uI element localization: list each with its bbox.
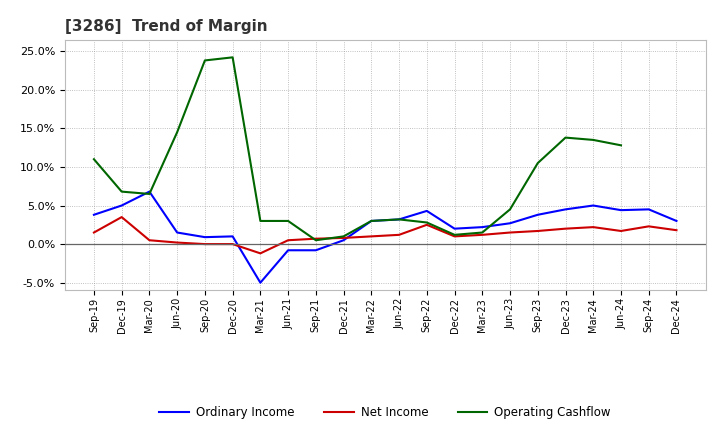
Ordinary Income (228, 234, 237, 239)
Operating Cashflow (117, 189, 126, 194)
Ordinary Income (145, 189, 154, 194)
Net Income (339, 235, 348, 241)
Net Income (616, 228, 625, 234)
Operating Cashflow (256, 218, 265, 224)
Operating Cashflow (505, 207, 514, 212)
Operating Cashflow (228, 55, 237, 60)
Ordinary Income (395, 217, 403, 222)
Net Income (367, 234, 376, 239)
Line: Ordinary Income: Ordinary Income (94, 192, 677, 282)
Ordinary Income (173, 230, 181, 235)
Ordinary Income (89, 212, 98, 217)
Net Income (505, 230, 514, 235)
Ordinary Income (672, 218, 681, 224)
Operating Cashflow (478, 230, 487, 235)
Ordinary Income (284, 248, 292, 253)
Ordinary Income (478, 224, 487, 230)
Ordinary Income (561, 207, 570, 212)
Operating Cashflow (312, 238, 320, 243)
Net Income (561, 226, 570, 231)
Ordinary Income (367, 218, 376, 224)
Net Income (228, 242, 237, 247)
Ordinary Income (423, 208, 431, 213)
Net Income (173, 240, 181, 245)
Net Income (201, 242, 210, 247)
Operating Cashflow (89, 157, 98, 162)
Operating Cashflow (395, 217, 403, 222)
Operating Cashflow (173, 129, 181, 135)
Ordinary Income (505, 220, 514, 226)
Ordinary Income (616, 208, 625, 213)
Operating Cashflow (339, 234, 348, 239)
Legend: Ordinary Income, Net Income, Operating Cashflow: Ordinary Income, Net Income, Operating C… (155, 402, 616, 424)
Net Income (312, 236, 320, 241)
Net Income (589, 224, 598, 230)
Operating Cashflow (589, 137, 598, 143)
Operating Cashflow (534, 161, 542, 166)
Operating Cashflow (616, 143, 625, 148)
Ordinary Income (339, 238, 348, 243)
Operating Cashflow (450, 232, 459, 238)
Text: [3286]  Trend of Margin: [3286] Trend of Margin (65, 19, 267, 34)
Net Income (145, 238, 154, 243)
Operating Cashflow (201, 58, 210, 63)
Net Income (89, 230, 98, 235)
Net Income (117, 214, 126, 220)
Net Income (478, 232, 487, 238)
Net Income (395, 232, 403, 238)
Ordinary Income (450, 226, 459, 231)
Ordinary Income (644, 207, 653, 212)
Ordinary Income (534, 212, 542, 217)
Ordinary Income (589, 203, 598, 208)
Operating Cashflow (423, 220, 431, 225)
Net Income (534, 228, 542, 234)
Operating Cashflow (367, 218, 376, 224)
Ordinary Income (201, 235, 210, 240)
Net Income (644, 224, 653, 229)
Ordinary Income (117, 203, 126, 208)
Net Income (256, 251, 265, 256)
Net Income (450, 234, 459, 239)
Ordinary Income (312, 248, 320, 253)
Ordinary Income (256, 280, 265, 285)
Net Income (672, 227, 681, 233)
Operating Cashflow (284, 218, 292, 224)
Net Income (423, 222, 431, 227)
Line: Operating Cashflow: Operating Cashflow (94, 57, 621, 240)
Operating Cashflow (145, 191, 154, 197)
Line: Net Income: Net Income (94, 217, 677, 253)
Net Income (284, 238, 292, 243)
Operating Cashflow (561, 135, 570, 140)
